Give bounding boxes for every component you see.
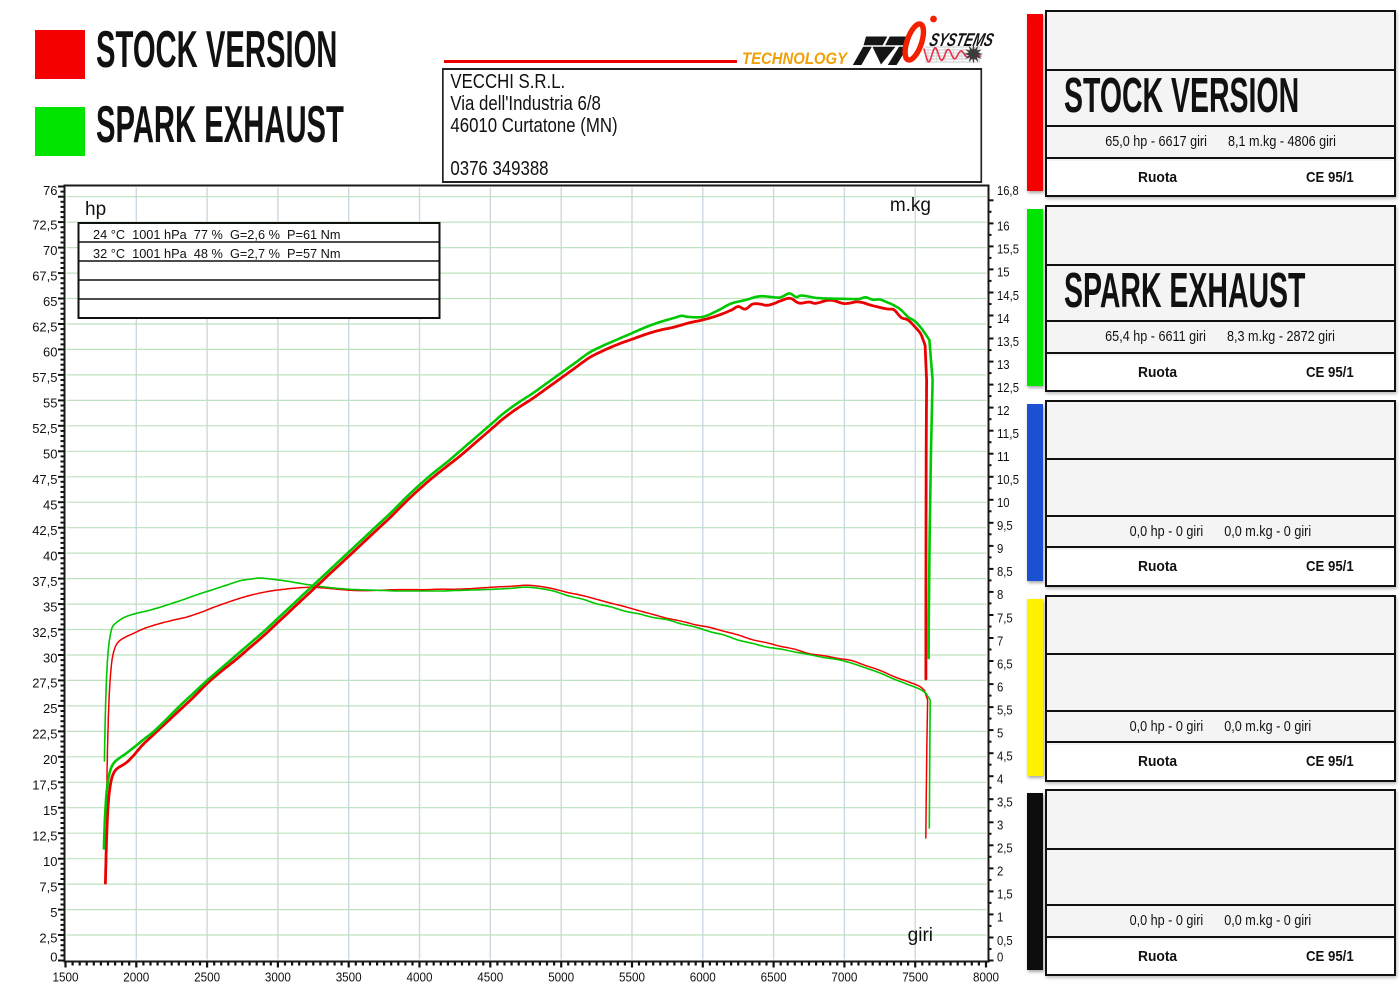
svg-text:32,5: 32,5 xyxy=(32,625,57,640)
svg-text:8,5: 8,5 xyxy=(997,564,1013,579)
svg-text:70: 70 xyxy=(43,243,57,258)
svg-text:4000: 4000 xyxy=(407,970,433,985)
svg-text:8: 8 xyxy=(997,587,1003,602)
svg-text:10,5: 10,5 xyxy=(997,472,1019,487)
svg-text:20: 20 xyxy=(43,752,57,767)
svg-text:67,5: 67,5 xyxy=(32,268,57,283)
svg-text:47,5: 47,5 xyxy=(32,472,57,487)
svg-text:12,5: 12,5 xyxy=(32,829,57,844)
svg-text:27,5: 27,5 xyxy=(32,676,57,691)
svg-text:76: 76 xyxy=(43,183,57,198)
svg-text:4,5: 4,5 xyxy=(997,749,1013,764)
svg-text:TECHNOLOGY: TECHNOLOGY xyxy=(742,49,848,68)
svg-text:3,5: 3,5 xyxy=(997,795,1013,810)
svg-text:22,5: 22,5 xyxy=(32,727,57,742)
svg-text:57,5: 57,5 xyxy=(32,370,57,385)
svg-text:7: 7 xyxy=(997,633,1003,648)
svg-text:3500: 3500 xyxy=(336,970,362,985)
svg-text:25: 25 xyxy=(43,701,57,716)
svg-text:6: 6 xyxy=(997,679,1003,694)
svg-text:7500: 7500 xyxy=(902,970,928,985)
svg-text:2000: 2000 xyxy=(123,970,149,985)
svg-text:30: 30 xyxy=(43,650,57,665)
svg-text:10: 10 xyxy=(43,854,57,869)
svg-text:62,5: 62,5 xyxy=(32,319,57,334)
svg-text:4500: 4500 xyxy=(477,970,503,985)
svg-text:8000: 8000 xyxy=(973,970,999,985)
svg-text:12: 12 xyxy=(997,403,1010,418)
svg-text:1500: 1500 xyxy=(53,970,79,985)
svg-text:32 °C 1001 hPa 48 % G=2,7 %: 32 °C 1001 hPa 48 % G=2,7 % P=57 Nm xyxy=(93,246,341,261)
svg-text:6500: 6500 xyxy=(761,970,787,985)
svg-text:6000: 6000 xyxy=(690,970,716,985)
svg-text:1,5: 1,5 xyxy=(997,887,1013,902)
svg-text:0: 0 xyxy=(50,950,57,965)
svg-text:14: 14 xyxy=(997,311,1010,326)
svg-text:2,5: 2,5 xyxy=(39,930,57,945)
svg-text:6,5: 6,5 xyxy=(997,656,1013,671)
svg-text:5: 5 xyxy=(50,905,57,920)
svg-text:60: 60 xyxy=(43,345,57,360)
svg-text:11: 11 xyxy=(997,449,1010,464)
svg-text:72,5: 72,5 xyxy=(32,217,57,232)
svg-text:hp: hp xyxy=(85,199,106,220)
svg-text:giri: giri xyxy=(908,925,933,946)
svg-text:3000: 3000 xyxy=(265,970,291,985)
svg-text:42,5: 42,5 xyxy=(32,523,57,538)
svg-text:15,5: 15,5 xyxy=(997,242,1019,257)
svg-text:1: 1 xyxy=(997,910,1003,925)
svg-text:13: 13 xyxy=(997,357,1010,372)
svg-text:11,5: 11,5 xyxy=(997,426,1019,441)
svg-text:9,5: 9,5 xyxy=(997,518,1013,533)
svg-text:40: 40 xyxy=(43,548,57,563)
svg-text:15: 15 xyxy=(43,803,57,818)
svg-text:2: 2 xyxy=(997,864,1003,879)
svg-text:16: 16 xyxy=(997,219,1010,234)
svg-text:35: 35 xyxy=(43,599,57,614)
svg-text:55: 55 xyxy=(43,396,57,411)
svg-text:7000: 7000 xyxy=(831,970,857,985)
svg-text:0: 0 xyxy=(997,950,1003,965)
svg-text:0,5: 0,5 xyxy=(997,933,1013,948)
svg-text:16,8: 16,8 xyxy=(997,183,1019,198)
svg-text:4: 4 xyxy=(997,772,1003,787)
svg-text:65: 65 xyxy=(43,294,57,309)
svg-text:5,5: 5,5 xyxy=(997,702,1013,717)
svg-text:37,5: 37,5 xyxy=(32,574,57,589)
svg-text:50: 50 xyxy=(43,447,57,462)
svg-text:45: 45 xyxy=(43,498,57,513)
svg-text:5500: 5500 xyxy=(619,970,645,985)
svg-text:10: 10 xyxy=(997,495,1010,510)
svg-text:24 °C 1001 hPa 77 % G=2,6 %: 24 °C 1001 hPa 77 % G=2,6 % P=61 Nm xyxy=(93,227,341,242)
svg-text:15: 15 xyxy=(997,265,1010,280)
svg-text:5000: 5000 xyxy=(548,970,574,985)
svg-text:2500: 2500 xyxy=(194,970,220,985)
svg-text:3: 3 xyxy=(997,818,1003,833)
svg-text:12,5: 12,5 xyxy=(997,380,1019,395)
svg-text:7,5: 7,5 xyxy=(39,879,57,894)
svg-text:13,5: 13,5 xyxy=(997,334,1019,349)
svg-text:9: 9 xyxy=(997,541,1003,556)
svg-text:SYSTEMS: SYSTEMS xyxy=(927,30,995,50)
svg-text:m.kg: m.kg xyxy=(890,195,931,216)
svg-text:2,5: 2,5 xyxy=(997,841,1013,856)
svg-text:14,5: 14,5 xyxy=(997,288,1019,303)
svg-text:17,5: 17,5 xyxy=(32,778,57,793)
svg-text:5: 5 xyxy=(997,725,1003,740)
svg-text:52,5: 52,5 xyxy=(32,421,57,436)
svg-text:7,5: 7,5 xyxy=(997,610,1013,625)
